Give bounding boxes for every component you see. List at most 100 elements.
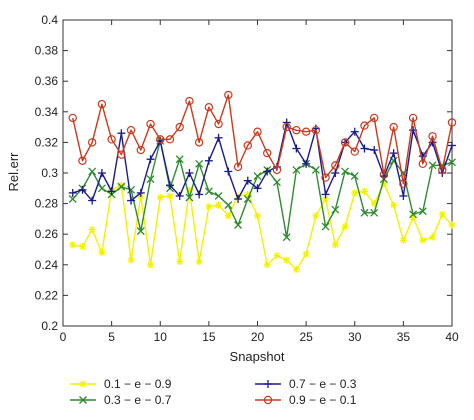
data-point [126,125,136,135]
data-point [321,222,330,231]
data-point [418,207,427,216]
data-point [195,258,203,266]
data-point [214,119,223,129]
x-tick-label: 40 [445,330,459,344]
data-point [428,132,437,141]
data-point [302,159,311,168]
data-point [331,169,340,177]
data-point [311,165,320,174]
x-tick-label: 5 [108,330,115,344]
series-1 [69,180,456,273]
data-point [360,187,368,195]
data-point [448,221,456,229]
data-point [204,103,214,112]
data-point [175,122,184,132]
legend-marker [79,396,87,404]
x-tick-label: 25 [299,330,313,344]
y-tick-label: 0.32 [35,135,59,149]
data-point [272,178,281,187]
y-tick-label: 0.22 [35,288,59,302]
data-point [87,138,97,147]
data-point [370,146,379,155]
data-point [224,212,232,220]
x-tick-label: 0 [60,330,67,344]
series-3 [68,118,456,205]
data-point [390,201,398,209]
data-point [78,185,87,194]
data-point [224,167,233,176]
data-point [165,181,174,190]
y-tick-label: 0.3 [41,166,58,180]
data-point [292,165,301,174]
data-point [215,201,223,209]
legend-marker [264,380,272,388]
series-line [72,94,453,185]
legend-marker [263,395,273,405]
data-point [282,122,291,132]
data-point [438,165,447,175]
data-point [234,195,243,204]
data-point [331,241,339,249]
data-point [321,173,330,182]
data-point [263,261,271,269]
data-point [399,191,408,200]
data-point [107,187,116,196]
y-tick-label: 0.2 [41,319,58,333]
y-axis-title: Rel.err [6,152,21,192]
data-point [97,184,106,193]
data-point [370,113,379,123]
data-point [302,250,310,258]
data-point [428,161,437,170]
data-point [88,196,97,205]
data-point [156,193,164,201]
y-tick-label: 0.36 [35,74,59,88]
series-line [72,183,453,271]
data-point [175,191,184,200]
data-point [195,159,204,168]
x-tick-label: 35 [397,330,411,344]
data-point [165,135,175,144]
data-point [370,208,379,217]
data-point [98,249,106,257]
data-point [69,241,77,249]
legend-label: 0.3 − e − 0.7 [104,393,172,407]
data-point [233,162,243,172]
legend-label: 0.1 − e − 0.9 [104,377,172,391]
data-point [97,99,107,109]
data-point [447,118,457,127]
legend-item-1: 0.1 − e − 0.9 [70,377,172,391]
y-tick-label: 0.4 [41,13,58,27]
data-point [117,150,126,159]
plot-area: 0.2 0.22 0.24 0.26 0.28 0.3 0.32 0.34 0.36 0.38 0.… [35,13,459,344]
data-point [389,122,398,132]
data-point [448,141,456,150]
data-point [78,156,87,165]
data-point [107,135,116,144]
data-point [127,196,136,205]
data-point [204,187,213,196]
data-point [283,256,291,264]
data-point [68,113,77,123]
legend: 0.1 − e − 0.9 0.3 − e − 0.7 0.7 − e − 0.3 0… [70,377,357,407]
data-point [379,170,389,179]
data-point [136,227,145,236]
data-point [243,176,252,185]
data-point [224,201,233,210]
data-point [68,195,77,203]
data-point [429,233,437,241]
data-point [224,90,233,100]
series-4 [68,90,457,188]
data-point [350,127,359,136]
axes-frame [62,19,453,327]
data-point [350,147,359,156]
data-point [399,179,408,188]
x-tick-label: 20 [251,330,265,344]
data-point [350,172,359,181]
data-point [311,125,321,135]
x-tick-label: 10 [154,330,168,344]
data-point [419,236,427,244]
x-tick-label: 15 [202,330,216,344]
data-point [341,167,349,176]
data-point [312,212,320,220]
